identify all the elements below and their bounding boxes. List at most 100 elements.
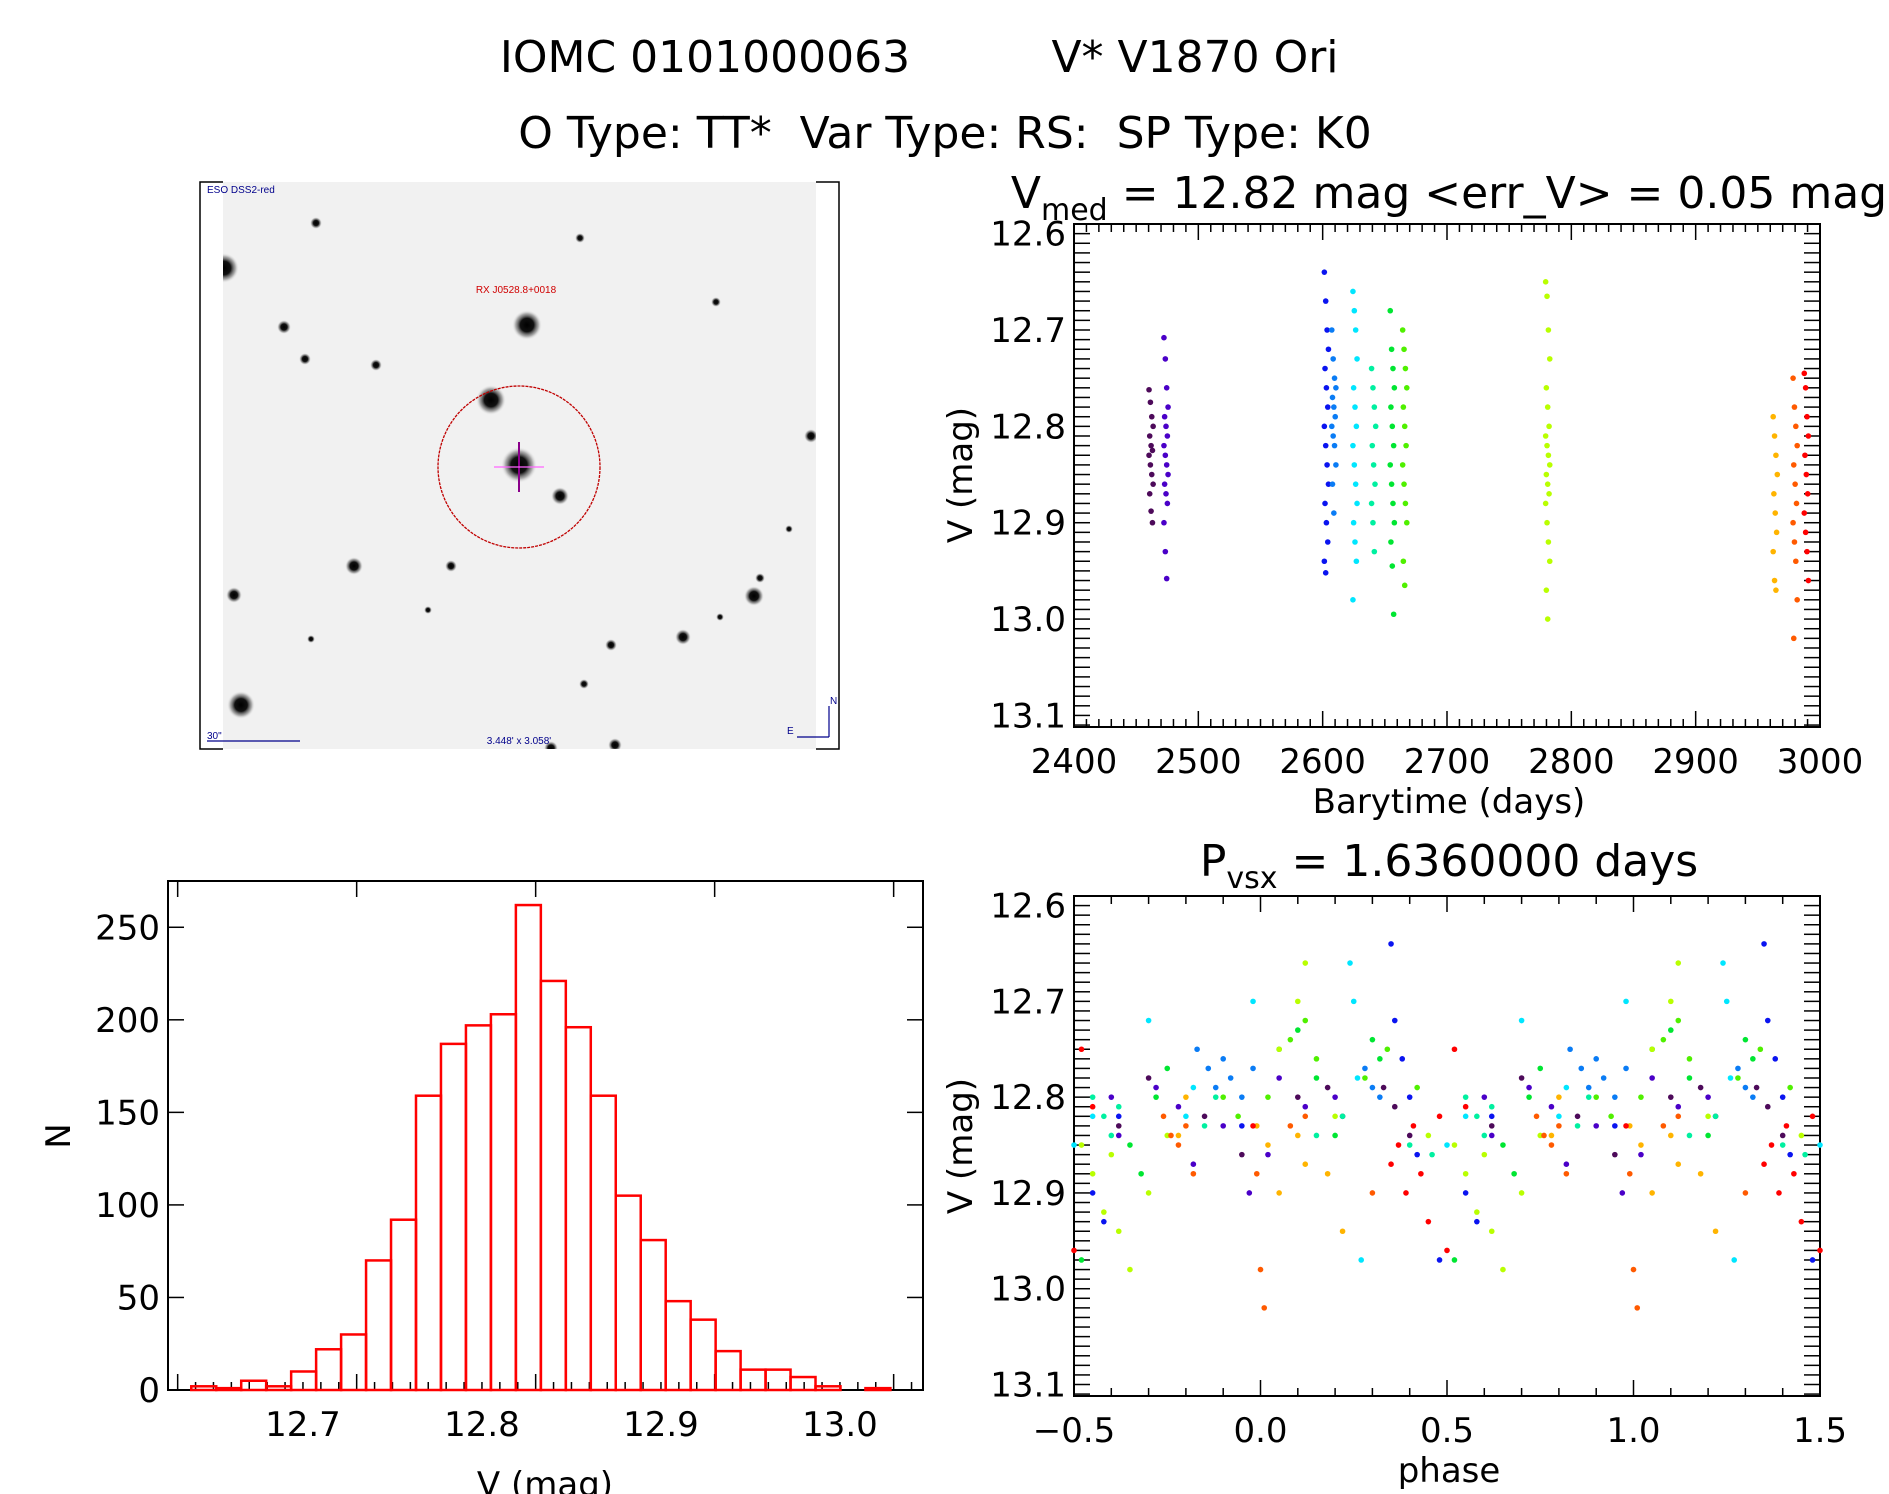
data-point (1593, 1123, 1599, 1129)
data-point (1108, 1151, 1115, 1158)
data-point (1147, 399, 1154, 406)
y-tick-label: 0 (138, 1371, 160, 1411)
x-tick-label: 0.0 (1233, 1411, 1287, 1451)
data-point (1668, 1094, 1674, 1100)
data-point (1804, 413, 1810, 420)
data-point (1771, 491, 1777, 497)
data-point (1160, 1113, 1167, 1120)
data-point (1410, 1123, 1417, 1129)
histogram-bar (614, 1194, 642, 1392)
x-tick-label: −0.5 (1033, 1411, 1116, 1451)
phased-plot: Pvsx = 1.6360000 days phase V (mag) −0.5… (941, 836, 1847, 1491)
data-point (1324, 327, 1330, 333)
data-point (1634, 1305, 1641, 1311)
data-point (1078, 1257, 1085, 1263)
data-point (1276, 1190, 1282, 1196)
data-point (1127, 1266, 1133, 1273)
data-point (1250, 1065, 1256, 1072)
data-point (1548, 1142, 1555, 1148)
data-point (1220, 1123, 1226, 1129)
histogram-bar (314, 1348, 343, 1392)
image-frame (199, 181, 840, 750)
data-point (1776, 1190, 1782, 1196)
data-point (1138, 1170, 1144, 1177)
data-point (1302, 1103, 1309, 1110)
data-point (1163, 385, 1170, 391)
data-point (1649, 1190, 1655, 1196)
data-point (1246, 1190, 1253, 1196)
data-point (1239, 1123, 1245, 1129)
histogram-bar (439, 1042, 468, 1392)
data-point (1481, 1151, 1488, 1158)
star (227, 691, 255, 719)
data-point (1322, 365, 1328, 372)
data-point (1324, 462, 1330, 468)
data-point (1403, 519, 1410, 526)
data-point (1567, 1046, 1573, 1053)
data-point (1145, 1075, 1152, 1081)
data-point (1802, 385, 1809, 391)
data-point (1331, 375, 1338, 381)
data-point (1145, 1017, 1152, 1024)
data-point (1790, 375, 1796, 381)
data-point (1377, 1094, 1383, 1100)
data-point (1638, 1142, 1644, 1148)
data-point (1161, 481, 1168, 487)
data-point (1265, 1142, 1271, 1148)
star-name-title: V* V1870 Ori (1051, 32, 1338, 83)
data-point (1250, 1123, 1256, 1129)
histogram-bar (739, 1368, 767, 1392)
data-point (1295, 1094, 1301, 1100)
data-point (1313, 1132, 1320, 1139)
data-point (1546, 491, 1552, 497)
data-point (1802, 452, 1808, 459)
data-point (1164, 1065, 1171, 1072)
data-point (1809, 1257, 1816, 1263)
data-point (1761, 1161, 1767, 1167)
north-label: N (830, 696, 837, 707)
data-point (1163, 462, 1170, 468)
data-point (1287, 1123, 1294, 1129)
data-point (1362, 1065, 1368, 1072)
histogram-bar (389, 1218, 418, 1392)
data-point (1791, 1170, 1797, 1177)
star (345, 557, 363, 575)
histogram-bar (414, 1094, 443, 1392)
histogram-bar (464, 1024, 493, 1392)
data-point (1161, 413, 1168, 420)
data-point (1488, 1103, 1495, 1110)
x-tick-label: 1.5 (1793, 1411, 1847, 1451)
data-point (1556, 1123, 1562, 1129)
data-point (1750, 1056, 1756, 1062)
data-point (1545, 539, 1552, 545)
data-point (1265, 1151, 1271, 1158)
histogram-bar (339, 1333, 368, 1392)
data-point (1705, 1113, 1711, 1120)
data-point (1354, 1075, 1361, 1081)
histogram-bar (489, 1013, 518, 1392)
data-point (1332, 1113, 1338, 1120)
data-point (1544, 442, 1550, 449)
data-point (1451, 1257, 1458, 1263)
data-point (1545, 452, 1552, 459)
data-point (1817, 1247, 1823, 1254)
y-tick-label: 12.8 (990, 407, 1066, 447)
data-point (1313, 1056, 1320, 1062)
data-point (1675, 1161, 1682, 1167)
data-point (1533, 1113, 1540, 1120)
data-point (1474, 1218, 1480, 1225)
data-point (1773, 587, 1779, 593)
data-point (1089, 1103, 1096, 1110)
data-point (1350, 519, 1357, 526)
data-point (1612, 1151, 1618, 1158)
data-point (1649, 1075, 1655, 1081)
data-point (1212, 1084, 1219, 1091)
data-point (1146, 386, 1152, 393)
histogram-bar (214, 1386, 243, 1392)
data-point (1488, 1228, 1495, 1235)
star (551, 487, 569, 505)
data-point (1146, 491, 1153, 497)
plot-frame (167, 880, 924, 1391)
data-point (1429, 1151, 1435, 1158)
